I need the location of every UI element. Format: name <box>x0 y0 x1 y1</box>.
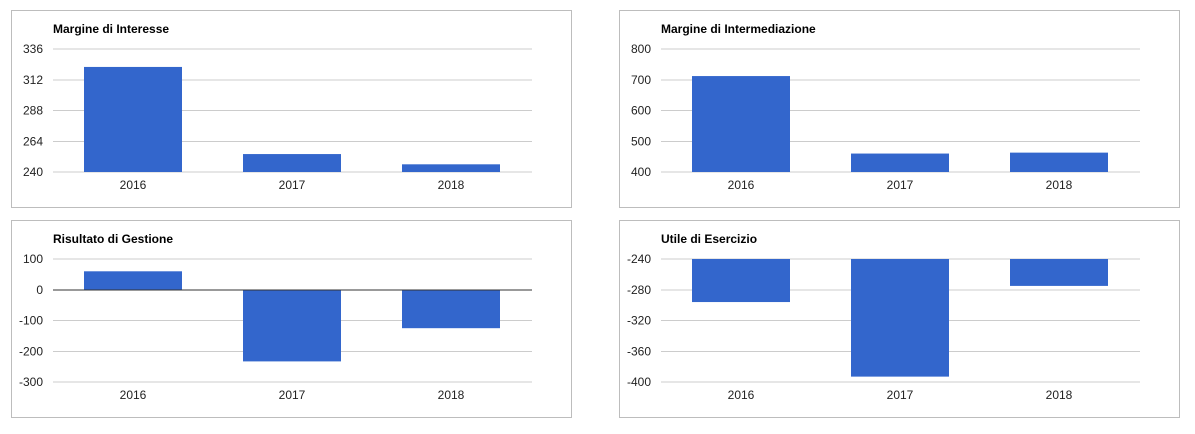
x-category-label: 2017 <box>887 178 914 192</box>
chart-risultato-gestione: Risultato di Gestione 100 0 -100 -200 -300 201… <box>19 232 532 402</box>
chart-panel-margine-interesse: Margine di Interesse 336 312 288 264 240 2016 2… <box>11 10 572 208</box>
y-tick-label: 400 <box>631 165 651 179</box>
chart-panel-utile-esercizio: Utile di Esercizio -240 -280 -320 -360 -400 20… <box>619 220 1180 418</box>
x-category-label: 2017 <box>887 388 914 402</box>
y-tick-label: -240 <box>627 252 651 266</box>
bar-2016 <box>84 271 182 290</box>
bar-2017 <box>243 289 341 362</box>
y-tick-label: 288 <box>23 104 43 118</box>
x-category-label: 2016 <box>728 388 755 402</box>
y-tick-label: -280 <box>627 283 651 297</box>
chart-panel-margine-intermediazione: Margine di Intermediazione 800 700 600 500 40… <box>619 10 1180 208</box>
y-tick-label: 0 <box>36 283 43 297</box>
x-category-label: 2016 <box>120 178 147 192</box>
bar-2018 <box>402 164 500 172</box>
bar-2018 <box>402 289 500 329</box>
y-tick-label: -200 <box>19 344 43 358</box>
bar-2016 <box>84 66 182 172</box>
y-tick-label: -400 <box>627 375 651 389</box>
chart-title: Risultato di Gestione <box>53 232 173 246</box>
y-tick-label: -300 <box>19 375 43 389</box>
y-tick-label: 700 <box>631 73 651 87</box>
bar-2017 <box>243 154 341 172</box>
bar-2018 <box>1010 152 1108 172</box>
bar-2017 <box>851 153 949 172</box>
y-tick-label: -100 <box>19 314 43 328</box>
chart-margine-interesse: Margine di Interesse 336 312 288 264 240 2016 2… <box>23 22 532 192</box>
chart-title: Margine di Interesse <box>53 22 169 36</box>
y-tick-label: -360 <box>627 344 651 358</box>
x-category-label: 2018 <box>438 388 465 402</box>
chart-margine-intermediazione: Margine di Intermediazione 800 700 600 500 40… <box>631 22 1140 192</box>
chart-panel-risultato-gestione: Risultato di Gestione 100 0 -100 -200 -300 201… <box>11 220 572 418</box>
x-category-label: 2016 <box>728 178 755 192</box>
bar-2018 <box>1010 259 1108 286</box>
bar-2017 <box>851 259 949 377</box>
y-tick-label: 600 <box>631 104 651 118</box>
y-tick-label: 336 <box>23 42 43 56</box>
bar-2016 <box>692 259 790 303</box>
chart-title: Utile di Esercizio <box>661 232 757 246</box>
y-tick-label: 800 <box>631 42 651 56</box>
x-category-label: 2018 <box>1046 388 1073 402</box>
x-category-label: 2017 <box>279 388 306 402</box>
y-tick-label: 312 <box>23 73 43 87</box>
chart-title: Margine di Intermediazione <box>661 22 816 36</box>
y-tick-label: 264 <box>23 134 43 148</box>
y-tick-label: 100 <box>23 252 43 266</box>
y-tick-label: 500 <box>631 134 651 148</box>
x-category-label: 2017 <box>279 178 306 192</box>
chart-utile-esercizio: Utile di Esercizio -240 -280 -320 -360 -400 20… <box>627 232 1140 402</box>
x-category-label: 2018 <box>1046 178 1073 192</box>
bar-2016 <box>692 76 790 172</box>
y-tick-label: -320 <box>627 314 651 328</box>
x-category-label: 2016 <box>120 388 147 402</box>
y-tick-label: 240 <box>23 165 43 179</box>
x-category-label: 2018 <box>438 178 465 192</box>
